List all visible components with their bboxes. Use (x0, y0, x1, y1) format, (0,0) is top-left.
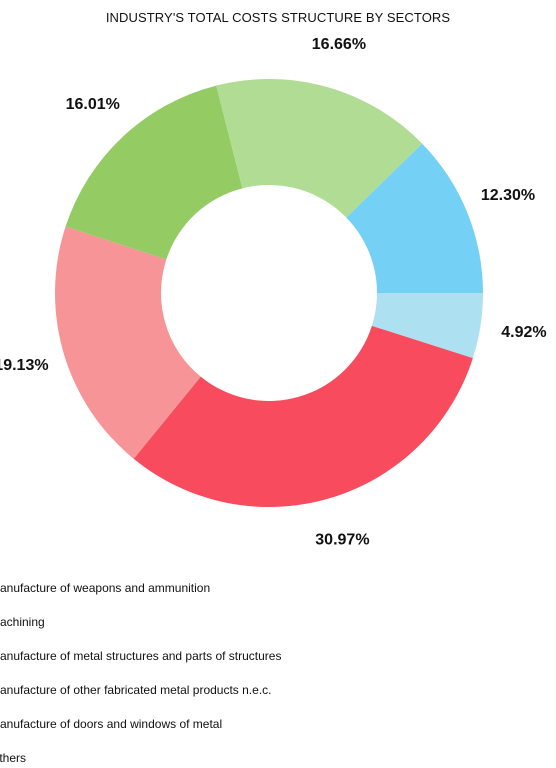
pie-slice (54, 226, 201, 459)
legend-label: Manufacture of metal structures and part… (0, 649, 282, 663)
pie-slice (216, 79, 423, 218)
data-label: 4.92% (501, 324, 546, 341)
pie-slice (65, 85, 243, 260)
chart-title: INDUSTRY'S TOTAL COSTS STRUCTURE BY SECT… (105, 10, 451, 25)
donut-chart: 4.92% 30.97% 19.13% 16.01% 16.66% 12.30% (0, 36, 547, 549)
legend-label: Manufacture of other fabricated metal pr… (0, 683, 272, 697)
legend-label: Manufacture of weapons and ammunition (0, 581, 211, 595)
data-label: 12.30% (481, 187, 535, 204)
pie-slice (371, 293, 483, 359)
data-label: 19.13% (0, 357, 49, 374)
data-label: 30.97% (315, 532, 369, 549)
legend-label: Machining (0, 615, 45, 629)
data-label: 16.01% (66, 96, 120, 113)
data-label: 16.66% (312, 36, 366, 53)
pie-slice (133, 325, 473, 507)
legend-label: Manufacture of doors and windows of meta… (0, 717, 223, 731)
legend-label: Others (0, 751, 27, 765)
pie-slice (346, 143, 483, 293)
